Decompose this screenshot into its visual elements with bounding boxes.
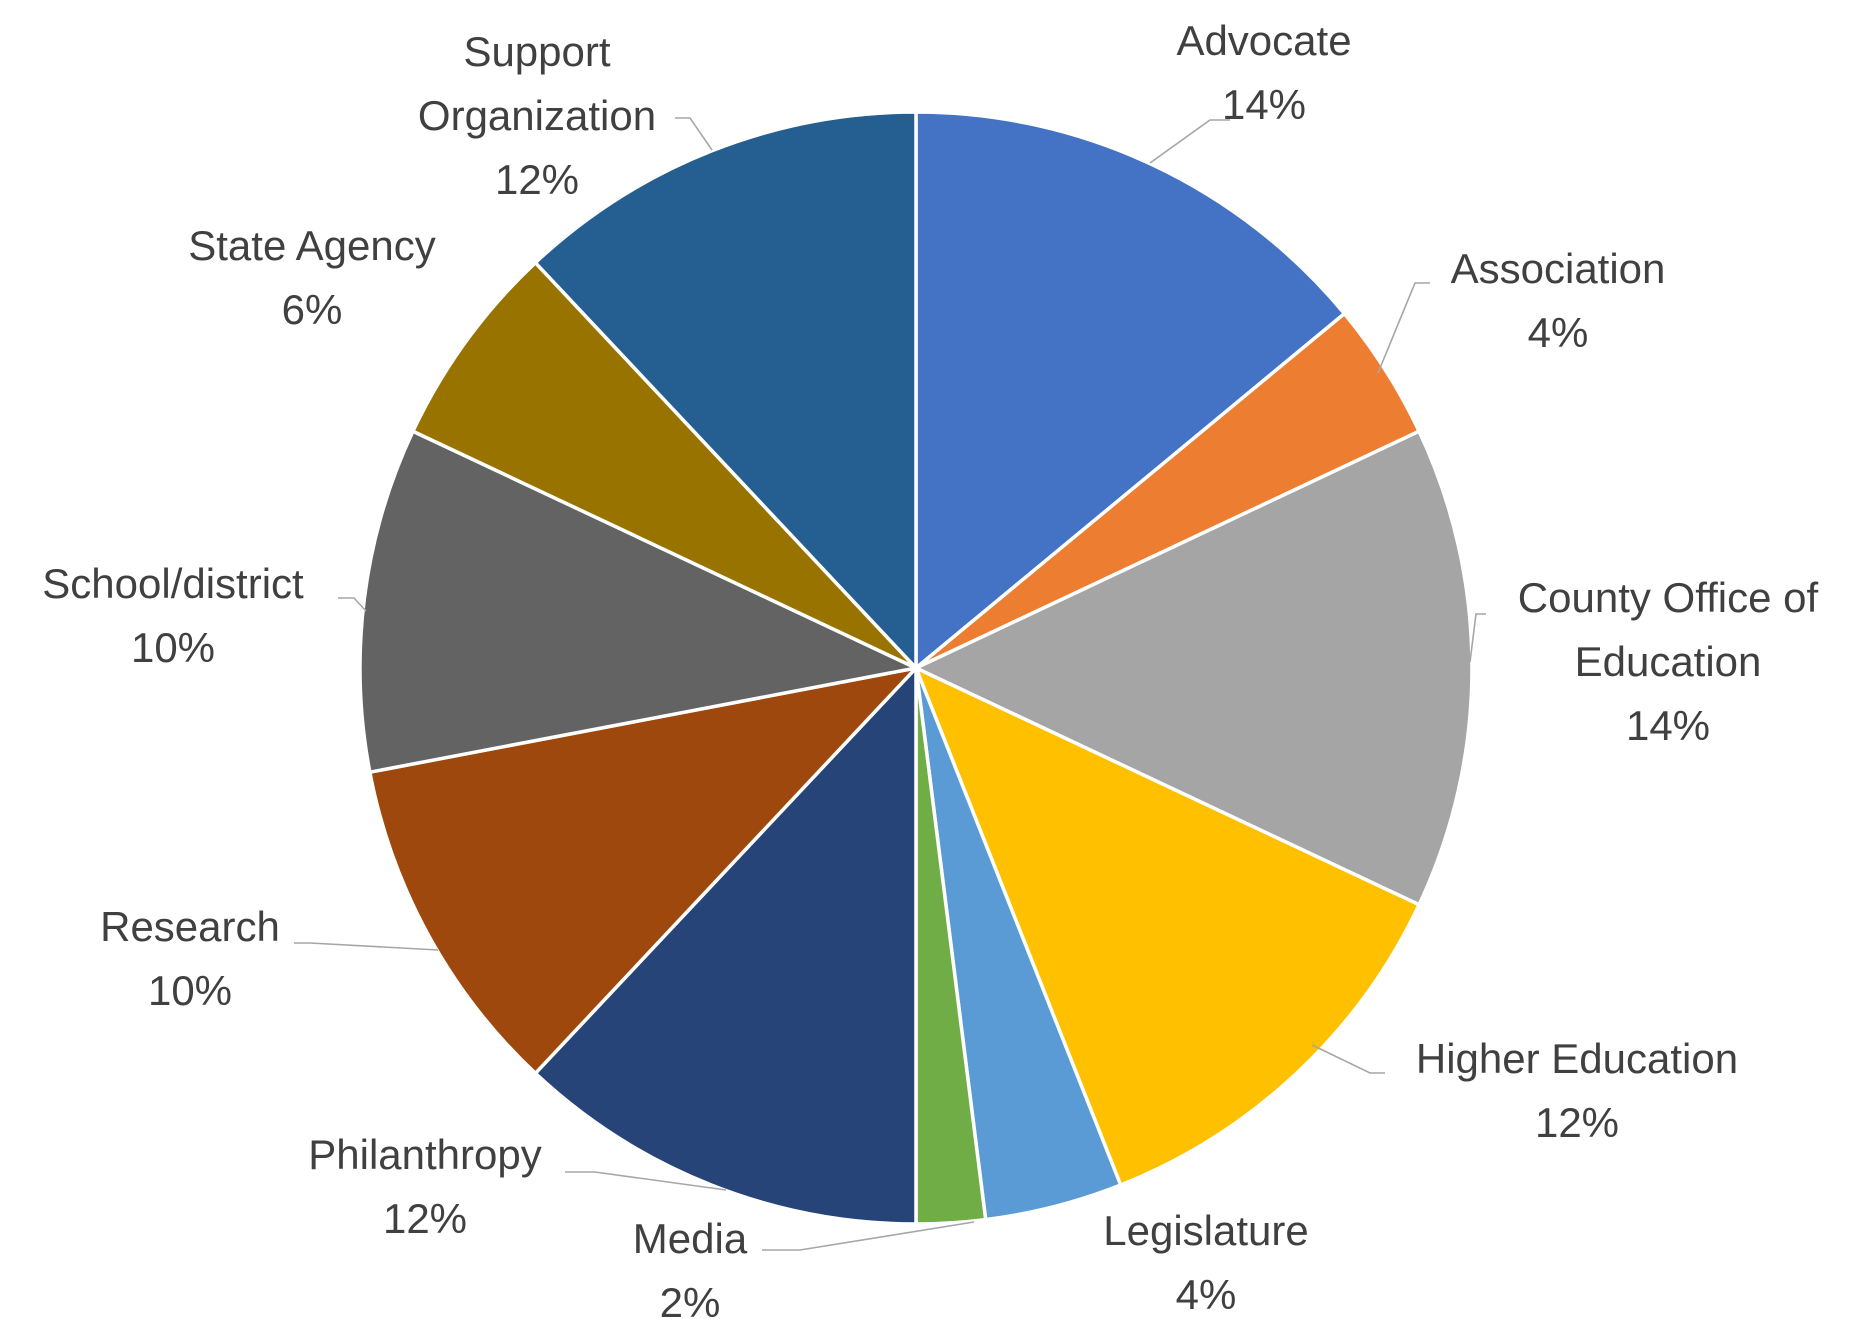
data-label-category: Media	[633, 1215, 748, 1262]
pie-slice-philanthropy	[533, 666, 918, 1226]
leader-line	[1377, 282, 1430, 374]
data-label-category: Advocate	[1176, 17, 1351, 64]
data-labels: Advocate 14% Association 4% County Office of…	[42, 17, 1818, 1319]
data-label-category: Association	[1451, 245, 1666, 292]
data-label-value: 4%	[1528, 309, 1589, 356]
data-label-value: 12%	[383, 1195, 467, 1242]
data-label-legislature: Legislature 4%	[1103, 1207, 1308, 1318]
data-label-category: Support	[463, 28, 610, 75]
data-label-value: 12%	[495, 156, 579, 203]
leader-line	[294, 942, 439, 951]
data-label-value: 14%	[1626, 702, 1710, 749]
data-label-support-organization: Support Organization 12%	[418, 28, 656, 203]
data-label-category: Organization	[418, 92, 656, 139]
data-label-research: Research 10%	[100, 903, 280, 1014]
data-label-value: 6%	[282, 286, 343, 333]
leader-line	[1311, 1044, 1385, 1074]
pie-slice-state-agency	[411, 260, 918, 670]
data-label-state-agency: State Agency 6%	[188, 222, 436, 333]
pie-slice-county-office-of-education	[914, 429, 1474, 907]
leader-line	[338, 597, 367, 612]
data-label-value: 14%	[1222, 81, 1306, 128]
leader-line	[1469, 613, 1486, 663]
pie-slice-school-district	[358, 429, 918, 774]
data-label-category: Philanthropy	[308, 1131, 541, 1178]
data-label-value: 2%	[660, 1279, 721, 1319]
data-label-county-office-of-education: County Office of Education 14%	[1518, 574, 1819, 749]
data-label-media: Media 2%	[633, 1215, 748, 1319]
leader-line	[762, 1221, 975, 1251]
pie-slice-support-organization	[533, 110, 918, 670]
data-label-value: 12%	[1535, 1099, 1619, 1146]
leader-line	[565, 1171, 727, 1191]
pie-slices	[358, 110, 1474, 1226]
data-label-category: Education	[1575, 638, 1762, 685]
leader-line	[1149, 119, 1230, 164]
data-label-category: County Office of	[1518, 574, 1819, 621]
data-label-school-district: School/district 10%	[42, 560, 304, 671]
data-label-higher-education: Higher Education 12%	[1416, 1035, 1738, 1146]
data-label-value: 4%	[1176, 1271, 1237, 1318]
data-label-category: Higher Education	[1416, 1035, 1738, 1082]
pie-slice-research	[368, 666, 918, 1076]
leader-lines	[294, 117, 1486, 1251]
data-label-value: 10%	[131, 624, 215, 671]
data-label-category: Legislature	[1103, 1207, 1308, 1254]
data-label-advocate: Advocate 14%	[1176, 17, 1351, 128]
data-label-category: State Agency	[188, 222, 436, 269]
leader-line	[675, 117, 713, 151]
data-label-value: 10%	[148, 967, 232, 1014]
data-label-philanthropy: Philanthropy 12%	[308, 1131, 541, 1242]
data-label-category: Research	[100, 903, 280, 950]
pie-slice-advocate	[914, 110, 1347, 670]
pie-slice-higher-education	[914, 666, 1421, 1187]
data-label-category: School/district	[42, 560, 304, 607]
data-label-association: Association 4%	[1451, 245, 1666, 356]
